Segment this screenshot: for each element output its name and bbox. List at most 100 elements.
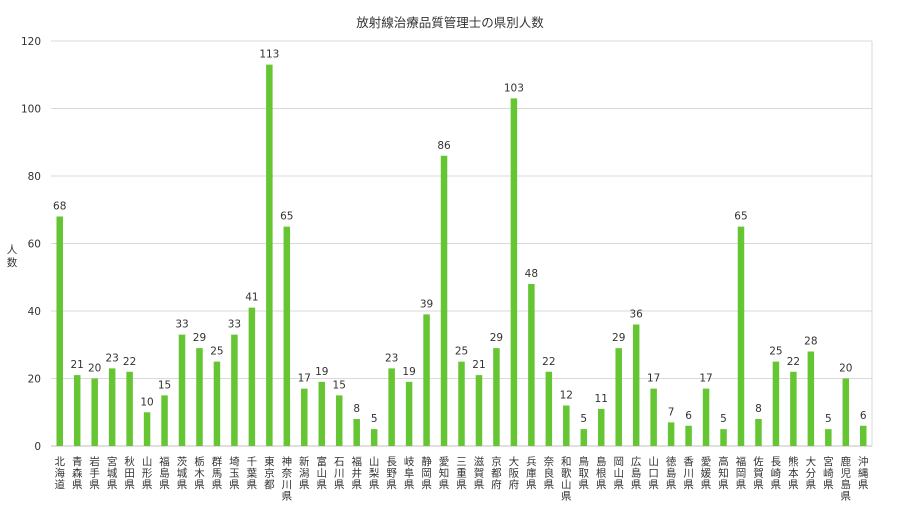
data-label: 33 — [228, 319, 241, 331]
data-label: 8 — [353, 403, 360, 415]
bar — [335, 395, 343, 446]
bar — [370, 429, 378, 446]
bar — [842, 378, 850, 446]
bar — [388, 368, 395, 446]
bar — [73, 375, 81, 446]
y-axis-label-char: 数 — [7, 256, 18, 269]
bar — [685, 425, 692, 446]
category-label: 福岡県 — [736, 455, 747, 491]
category-label: 愛知県 — [439, 455, 450, 491]
category-label: 岐阜県 — [404, 455, 415, 491]
bars — [56, 64, 867, 446]
data-label: 20 — [839, 363, 852, 375]
bar — [91, 378, 98, 446]
y-tick-label: 120 — [21, 36, 41, 48]
category-label: 大分県 — [806, 455, 817, 491]
bar — [178, 334, 186, 446]
data-label: 5 — [720, 413, 727, 425]
category-label: 鹿児島県 — [841, 455, 852, 503]
category-label: 大阪府 — [509, 455, 520, 491]
category-label: 山梨県 — [369, 456, 380, 491]
bar — [458, 361, 465, 446]
category-label: 東京都 — [264, 455, 275, 491]
category-label: 石川県 — [334, 456, 345, 491]
bar — [632, 324, 640, 446]
bar — [597, 408, 605, 446]
category-label: 愛媛県 — [701, 455, 712, 491]
category-label: 沖縄県 — [858, 455, 869, 491]
category-label: 富山県 — [317, 455, 328, 491]
data-label: 23 — [385, 352, 398, 364]
bar — [790, 371, 797, 446]
data-label: 17 — [298, 373, 311, 385]
y-tick-label: 0 — [34, 441, 41, 453]
data-label: 29 — [193, 332, 206, 344]
data-label: 65 — [280, 211, 293, 223]
data-label: 23 — [105, 352, 118, 364]
category-label: 高知県 — [718, 455, 729, 491]
category-label: 熊本県 — [788, 455, 799, 491]
data-label: 22 — [787, 356, 800, 368]
data-label: 7 — [668, 406, 675, 418]
y-tick-label: 100 — [21, 104, 41, 116]
bar — [667, 422, 675, 446]
bar — [56, 216, 63, 446]
chart-title: 放射線治療品質管理士の県別人数 — [356, 15, 544, 30]
data-label: 10 — [140, 396, 153, 408]
bar — [615, 348, 622, 446]
category-label: 山口県 — [648, 456, 659, 491]
category-label: 山形県 — [142, 456, 153, 491]
y-tick-label: 80 — [28, 171, 41, 183]
category-label: 福島県 — [159, 455, 170, 491]
bar — [301, 388, 308, 446]
category-label: 千葉県 — [247, 456, 258, 491]
data-label: 22 — [542, 356, 555, 368]
bar — [108, 368, 116, 446]
category-label: 鳥取県 — [579, 455, 590, 491]
data-label: 6 — [685, 410, 692, 422]
data-label: 65 — [734, 211, 747, 223]
category-label: 岩手県 — [89, 455, 100, 491]
category-label: 京都府 — [491, 455, 502, 491]
bar — [266, 64, 273, 446]
bar — [860, 425, 867, 446]
category-label: 島根県 — [596, 455, 607, 491]
data-label: 5 — [825, 413, 832, 425]
category-label: 北海道 — [54, 456, 65, 491]
bar — [755, 419, 762, 446]
category-label: 群馬県 — [212, 455, 223, 491]
bar — [545, 371, 553, 446]
bar — [702, 388, 710, 446]
data-label: 15 — [333, 379, 346, 391]
category-label: 静岡県 — [421, 455, 432, 491]
bar — [161, 395, 168, 446]
bar — [475, 375, 483, 446]
data-label: 103 — [504, 82, 524, 94]
category-label: 佐賀県 — [753, 455, 764, 491]
bar — [196, 348, 203, 446]
data-label: 25 — [455, 346, 468, 358]
category-label: 滋賀県 — [474, 455, 485, 491]
category-label: 宮崎県 — [823, 455, 834, 491]
data-label: 8 — [755, 403, 762, 415]
y-axis-label: 人数 — [7, 244, 18, 269]
bar — [563, 405, 570, 446]
bar — [423, 314, 430, 446]
bar — [807, 351, 815, 446]
data-label: 29 — [490, 332, 503, 344]
data-label: 21 — [71, 359, 84, 371]
category-labels: 北海道青森県岩手県宮城県秋田県山形県福島県茨城県栃木県群馬県埼玉県千葉県東京都神… — [54, 455, 869, 503]
data-label: 48 — [525, 268, 538, 280]
data-label: 25 — [769, 346, 782, 358]
bar — [737, 226, 745, 446]
data-label: 36 — [629, 309, 643, 321]
data-label: 39 — [420, 298, 433, 310]
data-label: 5 — [371, 413, 378, 425]
data-label: 33 — [175, 319, 188, 331]
category-label: 長崎県 — [771, 456, 782, 491]
category-label: 茨城県 — [177, 455, 188, 491]
bar — [405, 381, 413, 446]
data-label: 15 — [158, 379, 171, 391]
bar — [528, 284, 535, 446]
